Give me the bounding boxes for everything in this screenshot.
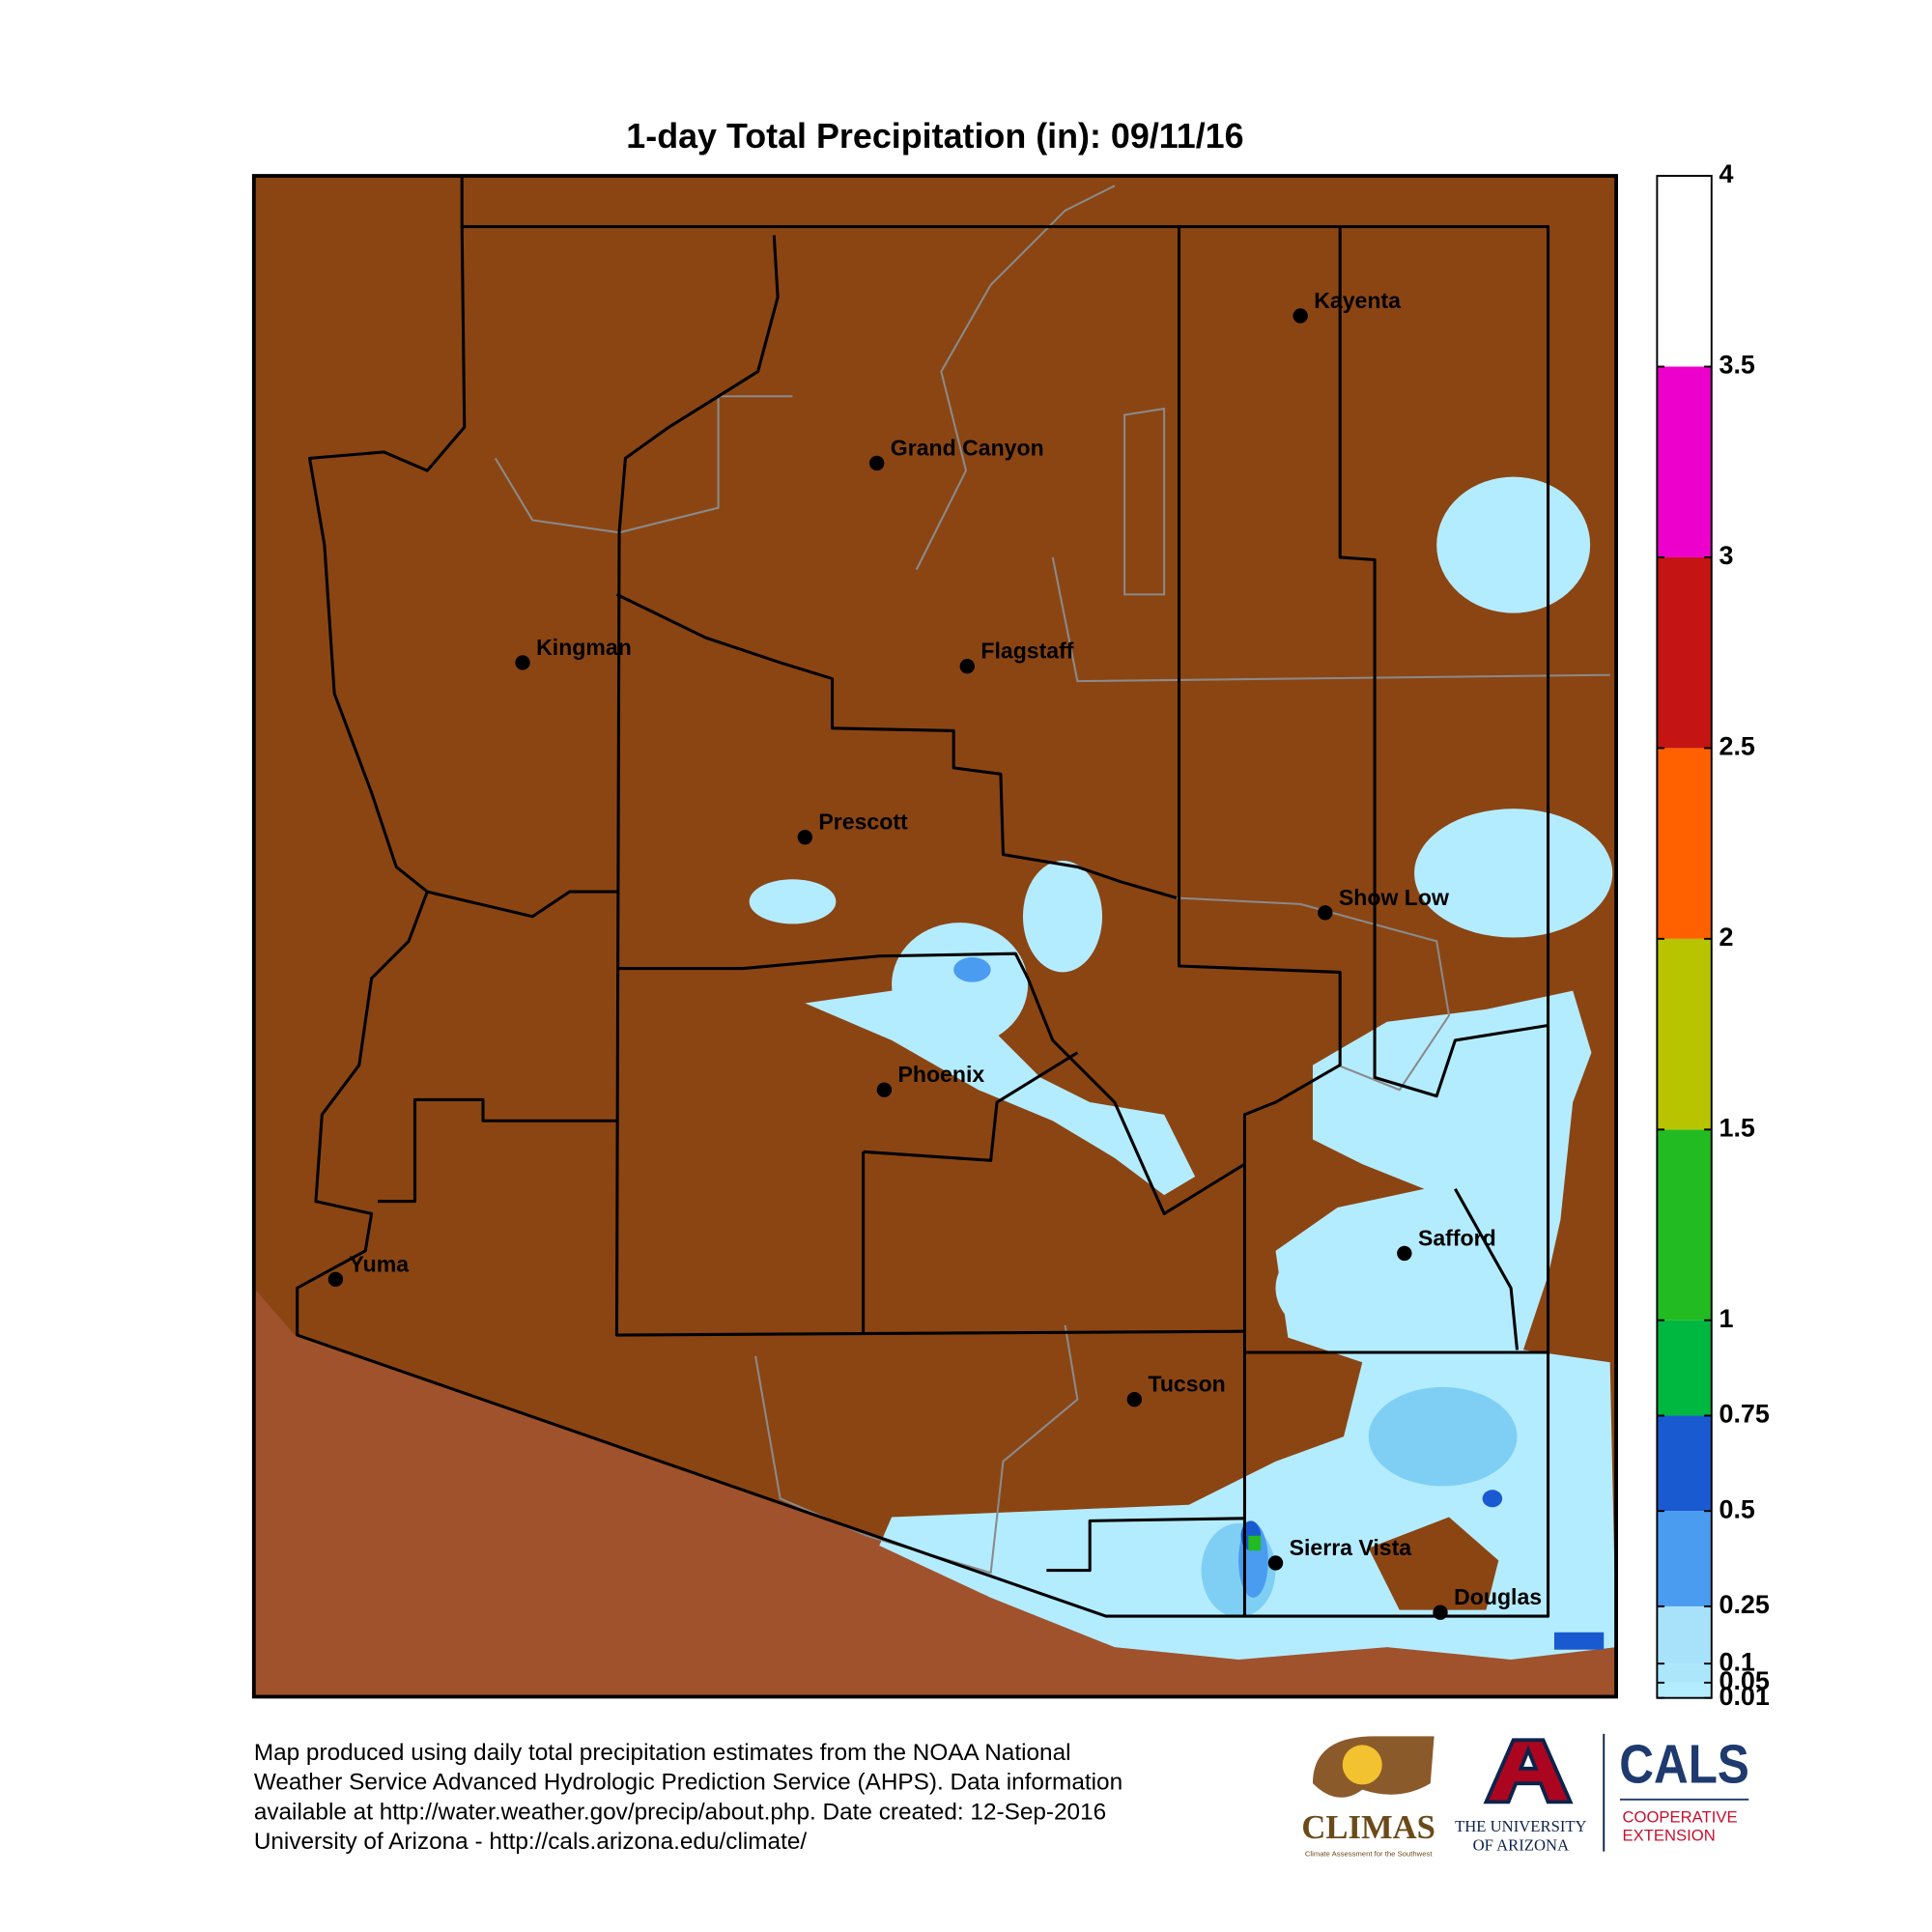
county-line <box>615 226 1548 1617</box>
footer-line: Weather Service Advanced Hydrologic Pred… <box>254 1770 1122 1796</box>
colorbar-segment <box>1657 1682 1712 1698</box>
map-title: 1-day Total Precipitation (in): 09/11/16 <box>626 117 1243 156</box>
city-label: Safford <box>1418 1225 1496 1250</box>
city-label: Grand Canyon <box>891 435 1044 460</box>
colorbar-label: 0.01 <box>1719 1682 1769 1711</box>
reservation-lines <box>494 185 1610 1575</box>
mexico <box>253 1288 1617 1697</box>
colorbar-label: 0.75 <box>1719 1400 1769 1429</box>
colorbar-label: 3.5 <box>1719 351 1754 380</box>
precip-area <box>1368 1386 1518 1487</box>
climas-name: CLIMAS <box>1301 1809 1435 1846</box>
city-label: Yuma <box>350 1251 410 1276</box>
city-label: Show Low <box>1339 885 1449 910</box>
colorbar-segment <box>1657 1320 1712 1416</box>
city-label: Prescott <box>818 810 908 835</box>
cals-unit: COOPERATIVE <box>1622 1807 1737 1826</box>
colorbar-segment <box>1657 1129 1712 1321</box>
colorbar-segment <box>1657 748 1712 939</box>
city-marker <box>1397 1245 1412 1262</box>
precip-area <box>1482 1490 1503 1508</box>
city-label: Phoenix <box>897 1062 984 1087</box>
colorbar-label: 4 <box>1719 159 1733 188</box>
city-marker <box>1293 308 1308 324</box>
climas-tagline: Climate Assessment for the Southwest <box>1305 1849 1433 1858</box>
logos: CLIMAS Climate Assessment for the Southw… <box>1301 1734 1748 1859</box>
county-line <box>614 235 1548 1354</box>
county-lines <box>296 176 1550 1618</box>
city-marker <box>515 655 530 670</box>
colorbar-segment <box>1657 1663 1712 1683</box>
ua-logo <box>1483 1738 1574 1804</box>
cals-name: CALS <box>1619 1734 1749 1795</box>
ua-name: OF ARIZONA <box>1473 1835 1569 1854</box>
boundary <box>1123 407 1166 596</box>
boundary <box>1176 896 1451 1092</box>
city-marker <box>959 659 975 674</box>
colorbar-segment <box>1657 1605 1712 1664</box>
colorbar-label: 1.5 <box>1719 1113 1754 1142</box>
precip-area <box>1553 1632 1605 1650</box>
cities: Kayenta Grand Canyon Kingman Flagstaff Presc… <box>327 288 1542 1620</box>
boundary <box>494 395 793 534</box>
state-border <box>296 176 1550 1618</box>
city-label: Douglas <box>1454 1584 1542 1609</box>
colorbar-label: 0.05 <box>1719 1666 1769 1695</box>
colorbar-label: 1 <box>1719 1304 1733 1333</box>
boundary <box>1051 556 1610 683</box>
ua-name: THE UNIVERSITY <box>1455 1817 1586 1835</box>
precip-area <box>1414 809 1613 938</box>
city-label: Kingman <box>536 635 632 660</box>
city-marker <box>876 1082 893 1097</box>
boundary <box>754 1324 1079 1575</box>
precip-area <box>1275 1223 1487 1352</box>
boundary <box>915 185 1116 571</box>
colorbar-segment <box>1657 1511 1712 1606</box>
city-marker <box>1267 1555 1284 1571</box>
colorbar-segment <box>1657 556 1712 749</box>
colorbar-label: 3 <box>1719 541 1733 570</box>
county-line <box>378 890 1520 1573</box>
footer-line: University of Arizona - http://cals.ariz… <box>254 1829 808 1855</box>
city-marker <box>1433 1605 1448 1620</box>
colorbar-segment <box>1657 938 1712 1130</box>
footer-line: available at http://water.weather.gov/pr… <box>254 1799 1106 1825</box>
city-marker <box>869 455 885 471</box>
colorbar-label: 2.5 <box>1719 732 1754 761</box>
city-marker <box>1318 905 1333 921</box>
colorbar-segment <box>1657 176 1712 367</box>
precip-area <box>1248 1535 1262 1551</box>
city-label: Tucson <box>1148 1372 1225 1397</box>
city-marker <box>1126 1392 1143 1407</box>
precip-area <box>1436 476 1591 613</box>
colorbar-segment <box>1657 1415 1712 1512</box>
colorbar-label: 0.5 <box>1719 1494 1754 1523</box>
city-label: Flagstaff <box>980 639 1073 664</box>
cals-unit: EXTENSION <box>1622 1827 1715 1845</box>
footer: Map produced using daily total precipita… <box>254 1740 1122 1855</box>
precip-area <box>879 990 1617 1660</box>
precip-area <box>749 879 837 924</box>
colorbar-segment <box>1657 366 1712 557</box>
footer-line: Map produced using daily total precipita… <box>254 1740 1071 1766</box>
colorbar-label: 0.1 <box>1719 1647 1754 1676</box>
colorbar-label: 0.25 <box>1719 1590 1769 1619</box>
precip-area <box>953 957 991 982</box>
map-frame <box>251 174 1618 1699</box>
city-label: Sierra Vista <box>1290 1535 1412 1560</box>
dry-area <box>1368 1517 1499 1610</box>
map: Kayenta Grand Canyon Kingman Flagstaff Presc… <box>251 174 1618 1699</box>
climas-sun <box>1342 1745 1382 1785</box>
city-marker <box>327 1271 344 1288</box>
colorbar: 0.010.050.1 0.25 0.5 0.75 1 1.5 2 2.5 3 3.5 4 <box>1656 159 1770 1711</box>
city-marker <box>797 829 813 845</box>
colorbar-frame <box>1656 175 1713 1699</box>
city-label: Kayenta <box>1314 288 1401 313</box>
colorbar-label: 2 <box>1719 923 1733 952</box>
precip-area <box>1022 861 1103 973</box>
precip-area <box>805 990 1196 1196</box>
